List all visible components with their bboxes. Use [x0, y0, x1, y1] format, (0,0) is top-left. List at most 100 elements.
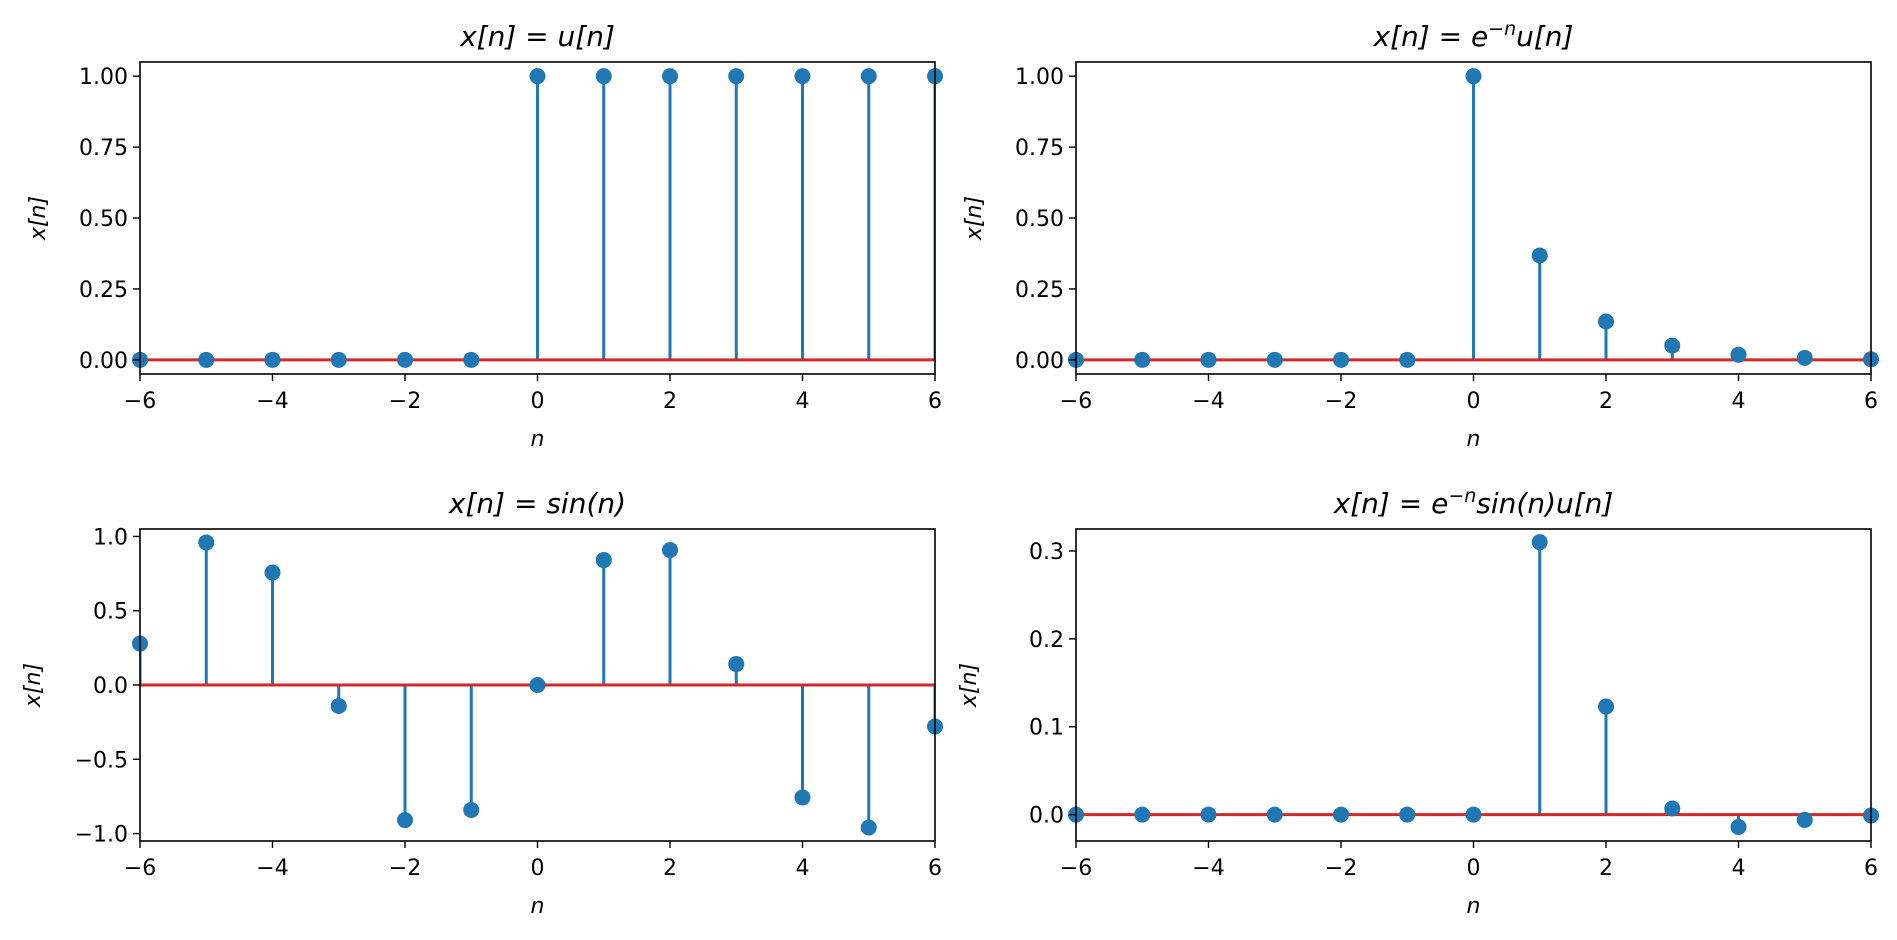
y-tick-label: 0.5: [93, 600, 128, 625]
data-point: [860, 819, 877, 836]
y-tick-label: 0.0: [93, 674, 128, 699]
x-tick-label: −4: [256, 856, 288, 881]
panel-4: −6 −4 −2 0 2 4 6 0.0 0.1 0.2 0.3 n x[n] x[n] = e−nsin…: [957, 485, 1879, 919]
plot-area: [1076, 542, 1871, 827]
data-point: [1531, 534, 1548, 551]
data-point: [728, 656, 745, 673]
x-tick-label: −2: [1325, 389, 1357, 414]
x-tick-label: −6: [1060, 856, 1092, 881]
y-tick-label: 0.3: [1029, 540, 1064, 565]
data-point: [595, 552, 612, 569]
x-tick-label: 2: [1599, 389, 1613, 414]
y-axis-label: x[n]: [26, 196, 51, 241]
data-point: [794, 789, 811, 806]
axes-frame: [1075, 528, 1872, 842]
data-point: [463, 351, 480, 368]
panel-3: −6 −4 −2 0 2 4 6 −1.0 −0.5 0.0 0.5 1.0 n x[n] x[n] = s…: [21, 487, 943, 919]
data-point: [529, 68, 546, 85]
data-point: [330, 351, 347, 368]
plot-area: [1076, 76, 1871, 362]
panel-title: x[n] = sin(n): [448, 487, 626, 520]
data-point: [794, 68, 811, 85]
data-point: [1664, 337, 1681, 354]
y-axis-label: x[n]: [957, 663, 982, 708]
data-point: [1266, 351, 1283, 368]
x-tick-label: 0: [531, 856, 545, 881]
x-tick-label: −6: [1060, 389, 1092, 414]
data-point: [330, 697, 347, 714]
x-tick-label: −2: [389, 389, 421, 414]
x-tick-label: 0: [531, 389, 545, 414]
data-point: [595, 68, 612, 85]
data-point: [198, 534, 215, 551]
y-tick-label: 0.25: [79, 278, 128, 303]
x-tick-label: 6: [928, 856, 942, 881]
x-tick-label: 0: [1467, 389, 1481, 414]
data-point: [264, 564, 281, 581]
data-point: [1730, 818, 1747, 835]
x-tick-label: −6: [124, 856, 156, 881]
panel-2: −6 −4 −2 0 2 4 6 0.00 0.25 0.50 0.75 1.00 n x[n] x[n] …: [962, 18, 1879, 452]
y-tick-label: 0.50: [79, 207, 128, 232]
data-point: [860, 68, 877, 85]
y-tick-label: 0.25: [1015, 278, 1064, 303]
data-point: [1465, 68, 1482, 85]
data-point: [1664, 800, 1681, 817]
y-tick-label: 0.00: [79, 349, 128, 374]
x-tick-label: −4: [1192, 389, 1224, 414]
data-point: [397, 812, 413, 829]
x-tick-label: 2: [663, 856, 677, 881]
data-point: [1134, 351, 1151, 368]
data-point: [1333, 351, 1349, 368]
data-point: [1266, 806, 1283, 823]
data-point: [1333, 806, 1349, 823]
y-tick-label: 0.1: [1029, 716, 1064, 741]
data-point: [662, 541, 678, 558]
x-tick-label: −2: [1325, 856, 1357, 881]
data-point: [1200, 806, 1217, 823]
y-tick-label: 0.00: [1015, 349, 1064, 374]
data-point: [529, 677, 546, 693]
y-tick-label: −1.0: [75, 823, 128, 848]
data-point: [662, 68, 678, 85]
y-tick-label: 0.2: [1029, 628, 1064, 653]
data-point: [1796, 811, 1813, 828]
panel-title: x[n] = e−nsin(n)u[n]: [1333, 485, 1614, 520]
x-tick-label: 2: [1599, 856, 1613, 881]
x-tick-label: 6: [928, 389, 942, 414]
x-tick-label: 6: [1864, 856, 1878, 881]
x-tick-label: −6: [124, 389, 156, 414]
panel-title: x[n] = u[n]: [459, 20, 615, 53]
y-tick-label: −0.5: [75, 748, 128, 773]
y-axis-label: x[n]: [21, 663, 46, 708]
data-point: [397, 351, 413, 368]
data-point: [1796, 349, 1813, 366]
x-tick-label: −2: [389, 856, 421, 881]
x-tick-label: −4: [256, 389, 288, 414]
y-tick-label: 1.00: [79, 65, 128, 90]
x-tick-label: 2: [663, 389, 677, 414]
plot-area: [140, 76, 935, 362]
data-point: [1598, 313, 1614, 330]
x-tick-label: −4: [1192, 856, 1224, 881]
x-tick-label: 0: [1467, 856, 1481, 881]
data-point: [463, 801, 480, 818]
data-point: [1399, 351, 1416, 368]
x-tick-label: 4: [1732, 856, 1746, 881]
y-axis-label: x[n]: [962, 196, 987, 241]
x-axis-label: n: [531, 427, 545, 452]
x-tick-label: 4: [796, 856, 810, 881]
x-axis-label: n: [1467, 427, 1481, 452]
data-point: [1598, 698, 1614, 715]
y-tick-label: 1.00: [1015, 65, 1064, 90]
y-tick-label: 0.50: [1015, 207, 1064, 232]
data-point: [1134, 806, 1151, 823]
panel-title: x[n] = e−nu[n]: [1373, 18, 1574, 53]
data-point: [1200, 351, 1217, 368]
x-axis-label: n: [531, 894, 545, 919]
y-tick-label: 1.0: [93, 525, 128, 550]
y-tick-label: 0.75: [79, 136, 128, 161]
y-tick-label: 0.0: [1029, 804, 1064, 829]
y-tick-label: 0.75: [1015, 136, 1064, 161]
